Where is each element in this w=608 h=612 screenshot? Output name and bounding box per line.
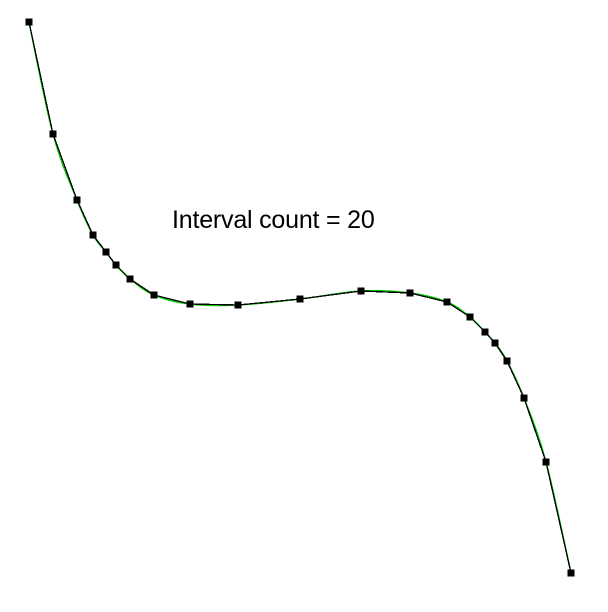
data-point-marker [112, 261, 120, 269]
data-point-marker [296, 295, 304, 303]
data-point-marker [443, 298, 451, 306]
data-point-marker [520, 394, 528, 402]
data-point-marker [357, 287, 365, 295]
data-point-marker [481, 328, 489, 336]
data-point-marker [542, 458, 550, 466]
data-point-marker [234, 301, 242, 309]
data-point-marker [126, 275, 134, 283]
data-point-marker [491, 339, 499, 347]
data-point-marker [150, 291, 158, 299]
data-point-marker [73, 196, 81, 204]
data-point-marker [49, 130, 57, 138]
data-point-marker [186, 300, 194, 308]
data-point-marker [25, 18, 33, 26]
interval-count-label: Interval count = 20 [172, 206, 375, 234]
data-point-marker [503, 357, 511, 365]
data-point-marker [567, 569, 575, 577]
data-point-marker [89, 231, 97, 239]
data-point-marker [102, 248, 110, 256]
data-point-marker [406, 289, 414, 297]
data-point-marker [466, 313, 474, 321]
